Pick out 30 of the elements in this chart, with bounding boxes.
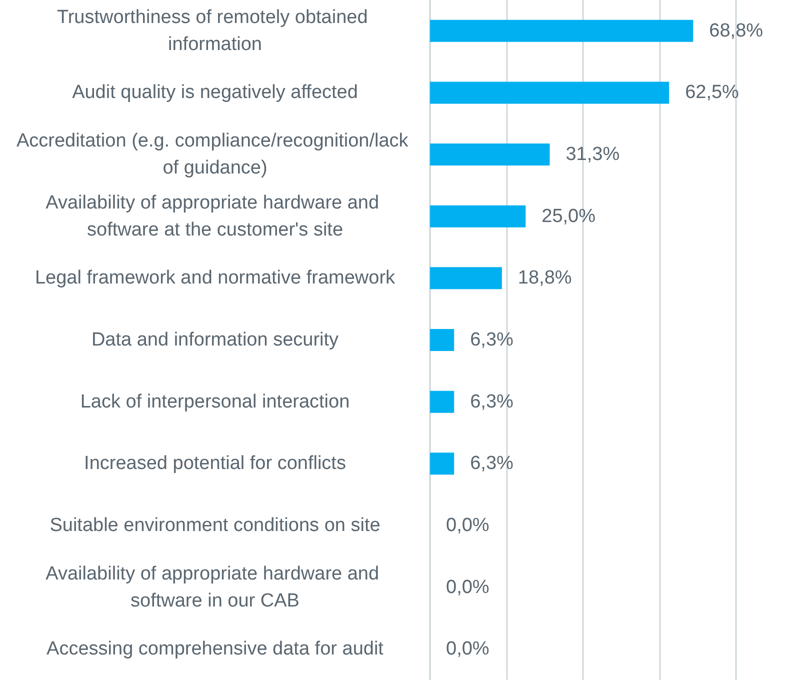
y-tick-label: Suitable environment conditions on site	[50, 514, 380, 536]
data-label: 6,3%	[470, 391, 514, 412]
y-tick-label: Trustworthiness of remotely obtained information	[56, 6, 374, 55]
data-label: 0,0%	[446, 576, 490, 598]
y-tick-label: Availability of appropriate hardware and software at the customer's site	[46, 192, 384, 240]
data-label: 0,0%	[446, 638, 490, 660]
bar	[430, 390, 454, 413]
bar	[430, 329, 454, 351]
bar	[430, 20, 694, 42]
y-tick-label: Accreditation (e.g. compliance/recognition/lack of guidance)	[16, 130, 414, 179]
y-tick-label: Availability of appropriate hardware and software in our CAB	[46, 563, 384, 612]
data-label: 25,0%	[542, 206, 596, 227]
bar	[430, 267, 502, 290]
y-tick-label: Accessing comprehensive data for audit	[46, 638, 384, 660]
y-tick-label: Data and information security	[91, 330, 340, 350]
bar	[430, 82, 670, 104]
y-tick-label: Legal framework and normative framework	[34, 268, 396, 289]
bar	[430, 205, 526, 228]
bar	[430, 144, 550, 166]
data-label: 31,3%	[566, 144, 620, 166]
data-label: 68,8%	[709, 20, 764, 42]
data-label: 0,0%	[446, 514, 490, 536]
data-label: 18,8%	[518, 268, 572, 289]
bar	[430, 452, 454, 475]
y-tick-label: Increased potential for conflicts	[84, 453, 346, 474]
data-label: 62,5%	[685, 82, 740, 104]
y-tick-label: Audit quality is negatively affected	[72, 82, 358, 104]
data-label: 6,3%	[470, 330, 514, 350]
y-tick-label: Lack of interpersonal interaction	[80, 391, 350, 412]
data-label: 6,3%	[470, 453, 514, 474]
